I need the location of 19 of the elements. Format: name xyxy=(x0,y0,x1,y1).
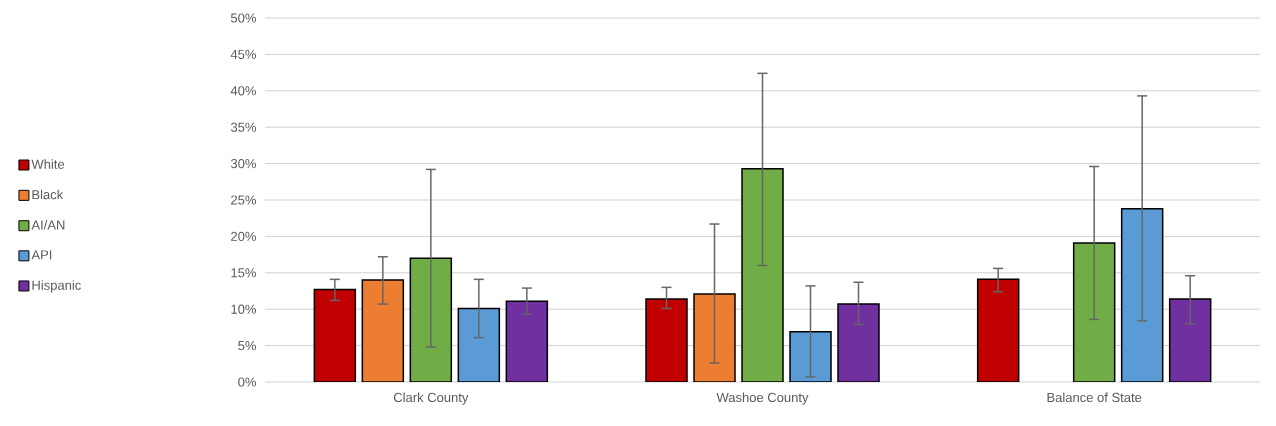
y-tick-label: 5% xyxy=(238,341,256,351)
y-tick-label: 15% xyxy=(231,268,256,278)
y-tick-label: 40% xyxy=(230,86,256,96)
y-tick-label: 50% xyxy=(230,13,256,23)
y-tick-label: 0% xyxy=(238,377,256,387)
y-tick-label: 20% xyxy=(231,231,256,241)
y-tick-label: 10% xyxy=(231,304,256,314)
y-tick-label: 25% xyxy=(231,195,256,205)
legend-label: Hispanic xyxy=(32,280,81,293)
x-tick-label: Washoe County xyxy=(716,392,809,405)
x-tick-label: Clark County xyxy=(393,392,469,405)
legend-label: Black xyxy=(32,189,64,200)
x-tick-label: Balance of State xyxy=(1047,392,1142,403)
y-tick-label: 30% xyxy=(230,158,256,169)
legend-label: AI/AN xyxy=(31,220,65,230)
y-tick-label: 35% xyxy=(230,122,256,132)
legend-label: API xyxy=(31,250,52,260)
legend-label: White xyxy=(31,159,65,169)
y-tick-label: 45% xyxy=(230,49,256,59)
